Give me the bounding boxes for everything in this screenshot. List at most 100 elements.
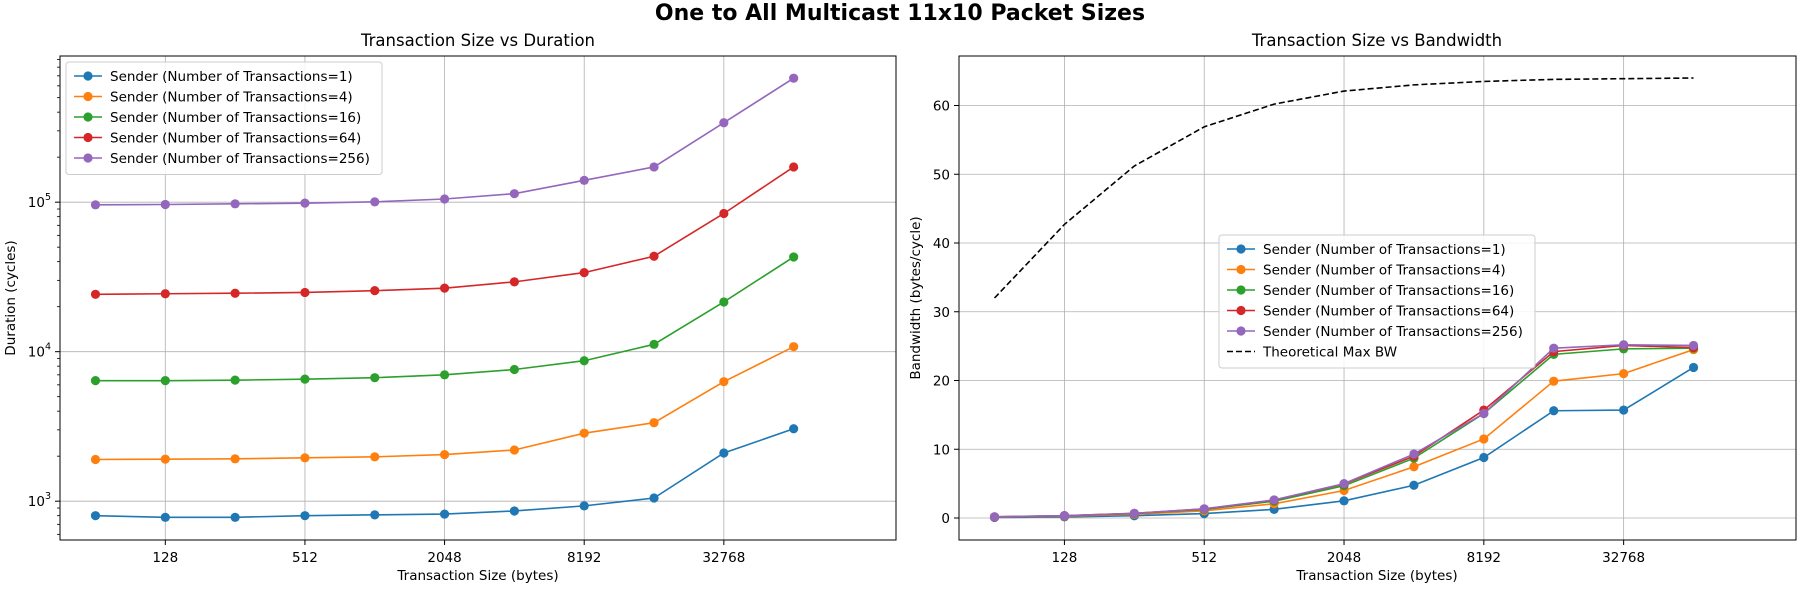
duration-legend-box — [65, 61, 383, 175]
duration-series-point-1 — [789, 342, 799, 352]
duration-series-point-1 — [509, 445, 519, 455]
bandwidth-series-group — [989, 77, 1699, 523]
duration-legend-marker-4 — [83, 153, 93, 163]
bandwidth-series-point-0 — [1339, 496, 1349, 506]
duration-series-point-0 — [789, 424, 799, 434]
bandwidth-series-point-1 — [1409, 462, 1419, 472]
duration-series-point-2 — [719, 297, 729, 307]
duration-series-point-2 — [230, 375, 240, 385]
duration-chart-title: Transaction Size vs Duration — [360, 31, 595, 50]
duration-legend-marker-3 — [83, 132, 93, 143]
duration-series-point-0 — [160, 512, 170, 522]
duration-series-point-2 — [789, 252, 799, 262]
bandwidth-chart-title: Transaction Size vs Bandwidth — [1251, 31, 1502, 50]
bandwidth-series-point-4 — [1619, 340, 1629, 350]
bandwidth-y-tick-label: 60 — [933, 99, 950, 115]
duration-legend-label-3: Sender (Number of Transactions=64) — [110, 131, 361, 147]
bandwidth-series-point-1 — [1549, 376, 1559, 386]
duration-series-point-4 — [439, 194, 450, 204]
bandwidth-y-tick-label: 40 — [933, 236, 950, 252]
duration-series-point-2 — [300, 374, 310, 384]
duration-x-tick-label: 32768 — [702, 550, 745, 566]
duration-series-point-3 — [370, 286, 380, 296]
figure-title: One to All Multicast 11x10 Packet Sizes — [655, 1, 1145, 26]
duration-series-point-2 — [160, 376, 170, 386]
duration-series-point-3 — [230, 288, 240, 298]
bandwidth-y-tick-label: 20 — [933, 374, 950, 390]
bandwidth-y-tick-label: 10 — [933, 442, 950, 458]
duration-legend-marker-2 — [83, 112, 93, 122]
duration-series-point-4 — [90, 200, 101, 210]
bandwidth-legend-box — [1218, 234, 1536, 369]
bandwidth-series-point-0 — [1688, 362, 1699, 373]
duration-legend-label-4: Sender (Number of Transactions=256) — [110, 151, 370, 167]
bandwidth-legend-label-4: Sender (Number of Transactions=256) — [1263, 324, 1523, 340]
bandwidth-series-point-4 — [1479, 408, 1489, 419]
duration-series-point-4 — [230, 199, 240, 209]
bandwidth-x-tick-label: 128 — [1052, 550, 1078, 566]
bandwidth-series-point-4 — [1549, 343, 1559, 353]
duration-series-point-1 — [370, 452, 380, 462]
bandwidth-ticks: 128 512 2048 8192 32768 0 10 20 30 40 50 60 — [933, 99, 1645, 567]
duration-series-point-0 — [300, 511, 310, 521]
bandwidth-legend-label-5: Theoretical Max BW — [1262, 345, 1397, 361]
duration-series-point-3 — [789, 162, 799, 172]
duration-legend: Sender (Number of Transactions=1) Sender … — [65, 61, 383, 175]
bandwidth-x-tick-label: 512 — [1191, 550, 1217, 566]
duration-x-tick-label: 8192 — [567, 550, 601, 566]
duration-series-point-1 — [719, 377, 729, 387]
duration-series-point-1 — [439, 449, 450, 460]
duration-y-tick-label: 104 — [28, 342, 51, 361]
duration-grid — [60, 56, 896, 540]
bandwidth-series-point-4 — [1269, 495, 1279, 505]
duration-series-point-3 — [160, 289, 170, 299]
duration-series-point-1 — [649, 418, 659, 428]
duration-series-point-3 — [579, 268, 589, 278]
duration-series-point-3 — [439, 283, 450, 293]
bandwidth-series-point-4 — [989, 512, 1000, 522]
bandwidth-legend-label-3: Sender (Number of Transactions=64) — [1263, 304, 1514, 320]
duration-series-point-4 — [300, 198, 310, 208]
duration-x-axis-label: Transaction Size (bytes) — [396, 568, 558, 584]
bandwidth-x-tick-label: 8192 — [1467, 550, 1501, 566]
duration-series-point-0 — [579, 501, 589, 511]
bandwidth-series-point-0 — [1619, 405, 1629, 415]
duration-series-point-4 — [370, 197, 380, 207]
bandwidth-series-point-0 — [1409, 480, 1419, 490]
bandwidth-series-line-5 — [993, 77, 1694, 299]
bandwidth-chart: 128 512 2048 8192 32768 0 10 20 30 40 50 60 Transac… — [908, 31, 1797, 584]
duration-series-point-4 — [789, 73, 799, 83]
duration-series-group — [90, 73, 799, 522]
bandwidth-y-axis-label: Bandwidth (bytes/cycle) — [908, 216, 924, 379]
duration-series-point-3 — [649, 251, 659, 261]
duration-series-point-4 — [160, 199, 170, 210]
duration-series-point-4 — [719, 118, 729, 128]
duration-series-point-2 — [649, 339, 659, 349]
duration-series-point-0 — [719, 448, 729, 458]
duration-series-point-3 — [90, 289, 101, 299]
bandwidth-y-tick-label: 50 — [933, 167, 950, 183]
duration-series-point-3 — [719, 208, 729, 219]
bandwidth-series-point-1 — [1619, 369, 1629, 379]
duration-series-point-1 — [230, 454, 240, 464]
duration-series-point-0 — [230, 512, 240, 522]
duration-series-point-4 — [579, 175, 589, 185]
bandwidth-x-tick-label: 32768 — [1602, 550, 1645, 566]
duration-series-point-0 — [439, 509, 450, 519]
bandwidth-legend-marker-1 — [1236, 264, 1246, 275]
bandwidth-legend-marker-2 — [1236, 285, 1246, 295]
bandwidth-y-tick-label: 30 — [933, 305, 950, 321]
bandwidth-series-point-4 — [1129, 508, 1139, 518]
bandwidth-legend-marker-0 — [1236, 244, 1246, 254]
duration-legend-label-2: Sender (Number of Transactions=16) — [110, 110, 361, 126]
bandwidth-series-point-4 — [1339, 479, 1349, 489]
duration-series-point-2 — [509, 364, 519, 375]
duration-series-point-0 — [509, 506, 519, 516]
bandwidth-series-point-4 — [1199, 504, 1209, 514]
duration-axes-frame — [59, 55, 897, 541]
duration-chart: 128 512 2048 8192 32768 103 104 105 Transaction… — [3, 31, 897, 584]
bandwidth-x-tick-label: 2048 — [1327, 550, 1361, 566]
duration-series-point-2 — [579, 356, 589, 366]
duration-series-point-3 — [300, 287, 310, 298]
